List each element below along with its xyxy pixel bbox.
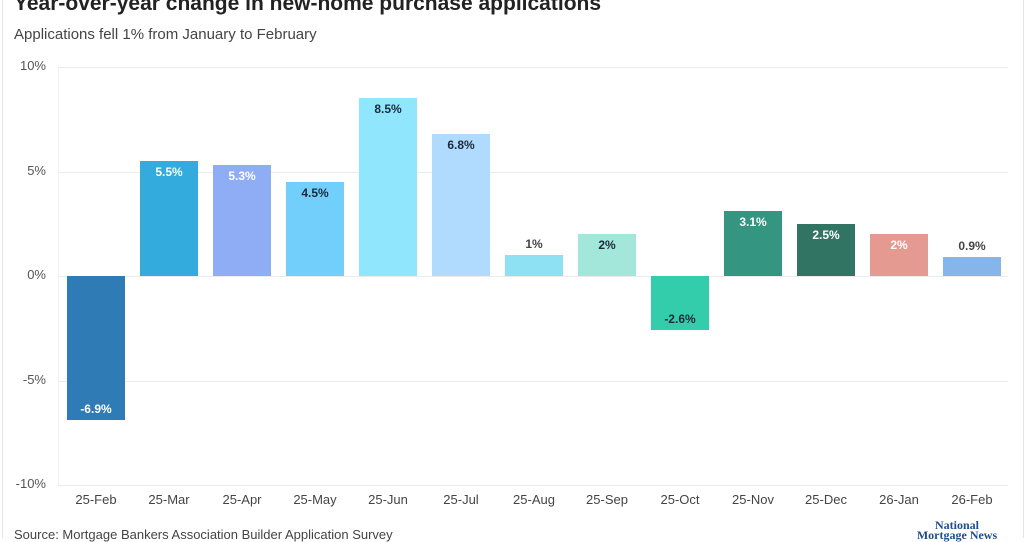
bar-25-Mar[interactable] [140, 161, 198, 276]
bar-25-Feb[interactable] [67, 276, 125, 420]
chart-title: Year-over-year change in new-home purcha… [14, 0, 602, 15]
x-tick-label: 25-Feb [75, 492, 117, 507]
y-tick-label: 0% [27, 267, 46, 282]
x-tick-label: 25-Jun [368, 492, 408, 507]
bar-value-label: 1% [525, 237, 543, 251]
gridline [58, 67, 1008, 68]
bar-25-Apr[interactable] [213, 165, 271, 276]
y-tick-label: -10% [15, 476, 46, 491]
x-tick-label: 25-Oct [660, 492, 700, 507]
x-tick-label: 25-May [293, 492, 337, 507]
y-tick-label: 10% [19, 58, 46, 73]
gridline [58, 276, 1008, 277]
y-tick-label: 5% [27, 163, 46, 178]
gridline [58, 485, 1008, 486]
bar-25-Jun[interactable] [359, 98, 417, 276]
bar-value-label: 3.1% [739, 215, 767, 229]
bar-25-Sep[interactable] [578, 234, 636, 276]
bar-value-label: 5.3% [228, 169, 256, 183]
bar-value-label: 4.5% [301, 186, 329, 200]
x-tick-label: 25-Dec [805, 492, 847, 507]
logo-line-1: National [934, 518, 979, 532]
publisher-logo: National Mortgage News [902, 518, 1012, 542]
bar-25-May[interactable] [286, 182, 344, 276]
y-tick-label: -5% [22, 372, 46, 387]
x-tick-label: 26-Feb [951, 492, 993, 507]
gridline [58, 381, 1008, 382]
bar-value-label: 8.5% [374, 102, 402, 116]
bar-value-label: 5.5% [155, 165, 183, 179]
bar-value-label: -2.6% [664, 312, 696, 326]
x-tick-label: 25-Mar [148, 492, 190, 507]
x-tick-label: 25-Jul [443, 492, 479, 507]
bar-value-label: 0.9% [958, 239, 986, 253]
bar-value-label: 6.8% [447, 138, 475, 152]
bar-25-Oct[interactable] [651, 276, 709, 330]
bar-26-Jan[interactable] [870, 234, 928, 276]
bar-25-Dec[interactable] [797, 224, 855, 276]
logo-line-2: Mortgage News [916, 528, 998, 542]
chart-subtitle: Applications fell 1% from January to Feb… [14, 26, 317, 43]
bar-25-Nov[interactable] [724, 211, 782, 276]
bar-26-Feb[interactable] [943, 257, 1001, 276]
bar-value-label: -6.9% [80, 402, 112, 416]
bar-value-label: 2.5% [812, 228, 840, 242]
bar-25-Aug[interactable] [505, 255, 563, 276]
x-tick-label: 25-Nov [732, 492, 774, 507]
gridline [58, 172, 1008, 173]
x-tick-label: 25-Sep [586, 492, 628, 507]
x-tick-label: 25-Apr [222, 492, 262, 507]
bar-25-Jul[interactable] [432, 134, 490, 276]
x-tick-label: 26-Jan [879, 492, 919, 507]
bar-value-label: 2% [598, 238, 616, 252]
bar-value-label: 2% [890, 238, 908, 252]
source-note: Source: Mortgage Bankers Association Bui… [14, 527, 393, 542]
x-tick-label: 25-Aug [513, 492, 555, 507]
